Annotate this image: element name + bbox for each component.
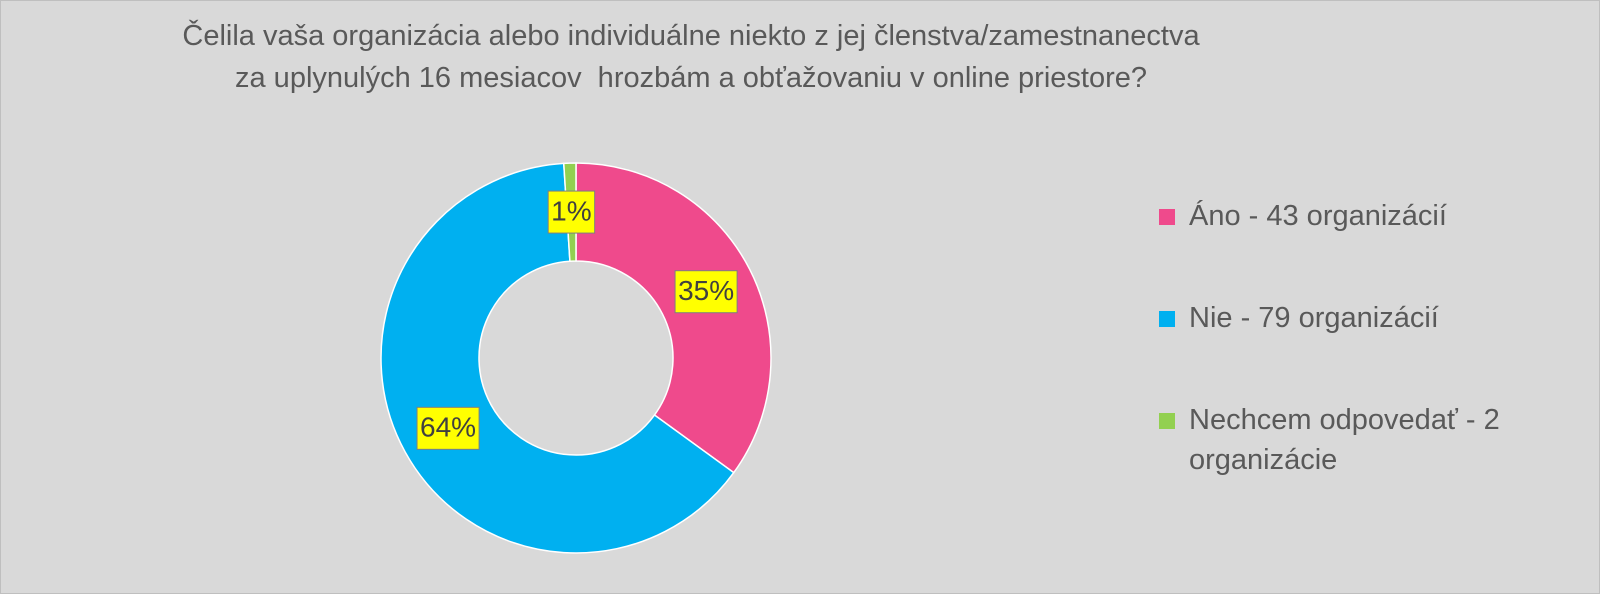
legend-item: Nechcem odpovedať - 2 organizácie xyxy=(1159,400,1529,480)
legend-label: Áno - 43 organizácií xyxy=(1189,200,1447,232)
slice xyxy=(380,162,735,554)
legend-swatch xyxy=(1159,311,1175,327)
legend-label: Nechcem odpovedať - 2 organizácie xyxy=(1189,404,1500,476)
value-label-box xyxy=(674,270,738,314)
value-label: 1% xyxy=(547,190,596,234)
value-label-box xyxy=(547,190,596,234)
legend-item: Nie - 79 organizácií xyxy=(1159,298,1529,338)
value-label-text: 35% xyxy=(678,275,734,306)
legend-swatch xyxy=(1159,209,1175,225)
value-label: 35% xyxy=(674,270,738,314)
value-label-text: 1% xyxy=(551,195,591,226)
value-label: 64% xyxy=(416,406,480,450)
value-label-box xyxy=(416,406,480,450)
slice xyxy=(575,162,772,474)
legend-label: Nie - 79 organizácií xyxy=(1189,302,1439,334)
chart-title: Čelila vaša organizácia alebo individuál… xyxy=(182,20,1208,94)
legend-item: Áno - 43 organizácií xyxy=(1159,196,1529,236)
legend: Áno - 43 organizácií Nie - 79 organizácií… xyxy=(1159,196,1559,542)
legend-swatch xyxy=(1159,413,1175,429)
value-label-text: 64% xyxy=(420,412,476,443)
